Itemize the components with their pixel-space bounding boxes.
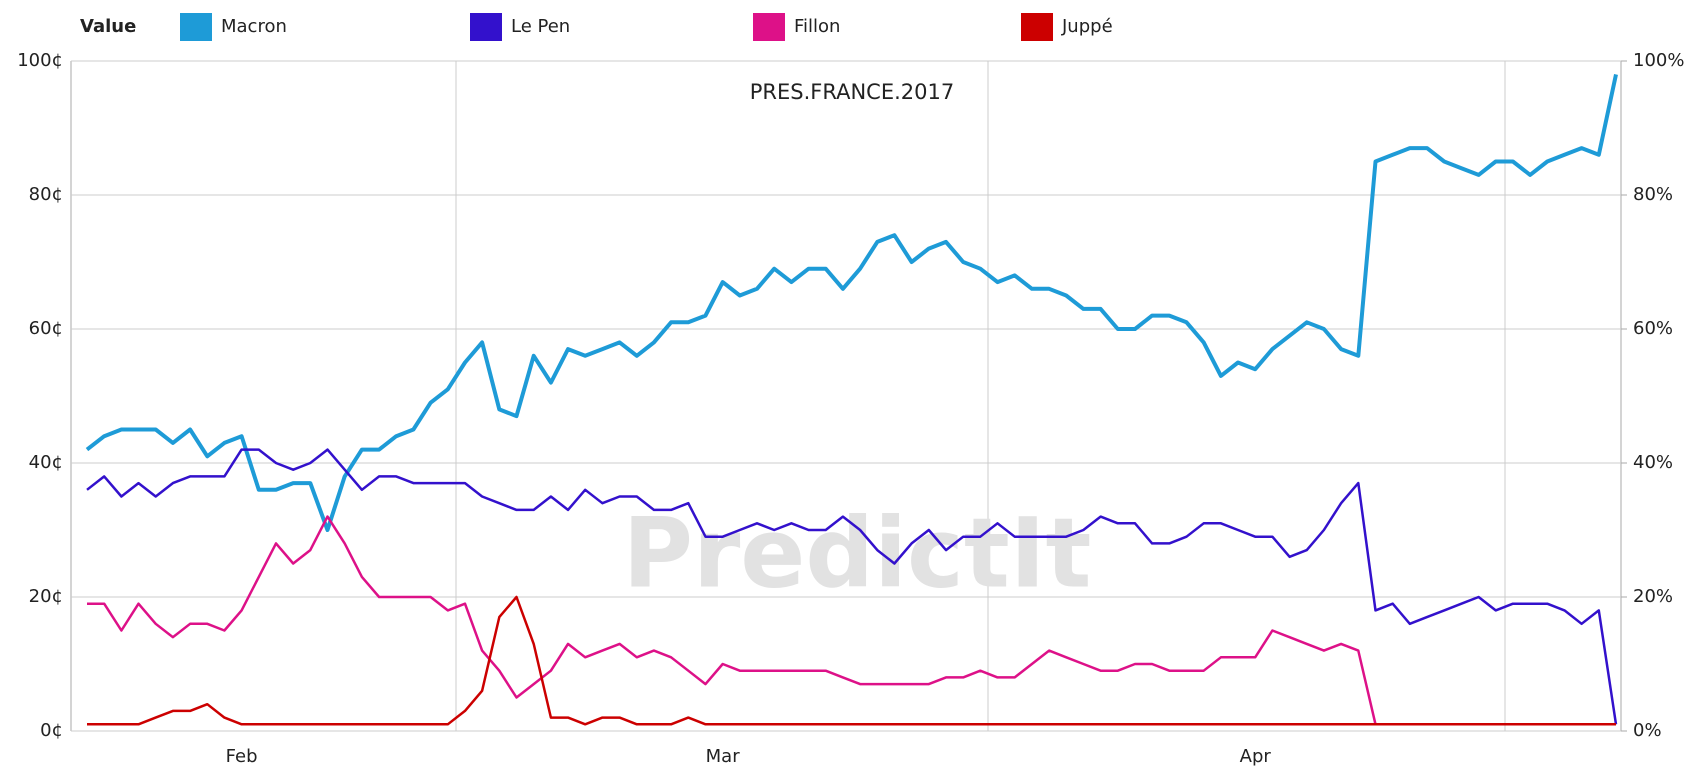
legend-swatch <box>180 13 212 41</box>
legend-label: Macron <box>221 16 287 37</box>
legend-swatch <box>1021 13 1053 41</box>
series-line <box>87 515 1616 726</box>
x-tick-label: Apr <box>1240 746 1272 767</box>
x-tick-label: Mar <box>706 746 741 767</box>
y-tick-label: 0¢ <box>40 720 63 741</box>
y2-tick-label: 100% <box>1633 50 1684 71</box>
legend-label: Juppé <box>1061 16 1113 37</box>
legend-title: Value <box>80 16 136 37</box>
y2-tick-label: 20% <box>1633 586 1673 607</box>
y-tick-label: 40¢ <box>29 452 63 473</box>
chart-title: PRES.FRANCE.2017 <box>750 80 954 104</box>
legend-swatch <box>470 13 502 41</box>
y-tick-label: 20¢ <box>29 586 63 607</box>
watermark: PredictIt <box>623 497 1092 609</box>
y2-tick-label: 60% <box>1633 318 1673 339</box>
y-tick-label: 80¢ <box>29 184 63 205</box>
y-tick-label: 60¢ <box>29 318 63 339</box>
series-line <box>86 448 1618 725</box>
x-tick-label: Feb <box>226 746 258 767</box>
legend-swatch <box>753 13 785 41</box>
y2-tick-label: 0% <box>1633 720 1662 741</box>
y2-tick-label: 40% <box>1633 452 1673 473</box>
series-line <box>87 595 1616 726</box>
legend-label: Le Pen <box>511 16 570 37</box>
y-tick-label: 100¢ <box>17 50 63 71</box>
y2-tick-label: 80% <box>1633 184 1673 205</box>
legend-label: Fillon <box>794 16 840 37</box>
series-line <box>85 73 1618 532</box>
